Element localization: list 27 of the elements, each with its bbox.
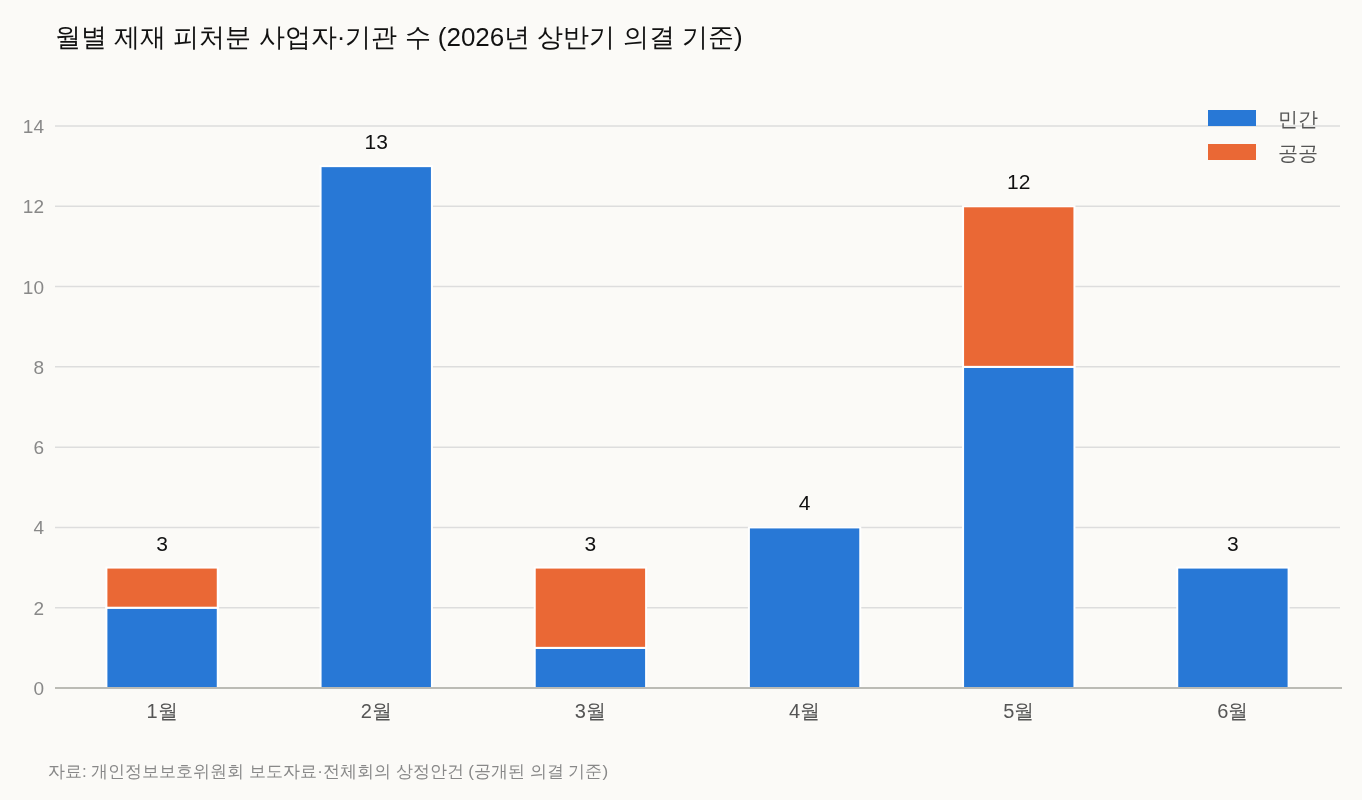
- chart-title: 월별 제재 피처분 사업자·기관 수 (2026년 상반기 의결 기준): [55, 22, 743, 52]
- y-tick-label: 10: [22, 276, 44, 298]
- legend-label: 공공: [1278, 142, 1318, 164]
- x-tick-label: 6월: [1217, 700, 1249, 722]
- total-label: 3: [1227, 531, 1239, 555]
- text: 자료: 개인정보보호위원회 보도자료·전체회의 상정안건 (공개된 의결 기준): [48, 762, 609, 781]
- x-tick-label: 3월: [574, 700, 606, 722]
- x-tick-label: 4월: [789, 700, 821, 722]
- y-tick-label: 14: [22, 116, 45, 137]
- total-label: 13: [364, 130, 388, 154]
- y-tick-label: 8: [33, 356, 44, 378]
- total-label: 3: [584, 531, 597, 555]
- y-tick-label: 2: [33, 597, 44, 619]
- x-tick-label: 1월: [146, 700, 178, 722]
- y-tick-label: 6: [33, 437, 44, 459]
- bar: [319, 165, 433, 689]
- x-tick-label: 5월: [1003, 700, 1035, 722]
- bar: [747, 526, 862, 689]
- y-tick-label: 0: [33, 678, 44, 699]
- legend-label: 민간: [1278, 108, 1318, 130]
- total-label: 3: [156, 531, 168, 555]
- bar: [1176, 566, 1290, 689]
- total-label: 12: [1007, 170, 1031, 194]
- y-tick-label: 4: [33, 517, 45, 539]
- y-tick-label: 12: [22, 196, 44, 218]
- x-tick-label: 2월: [360, 700, 392, 722]
- total-label: 4: [798, 491, 811, 515]
